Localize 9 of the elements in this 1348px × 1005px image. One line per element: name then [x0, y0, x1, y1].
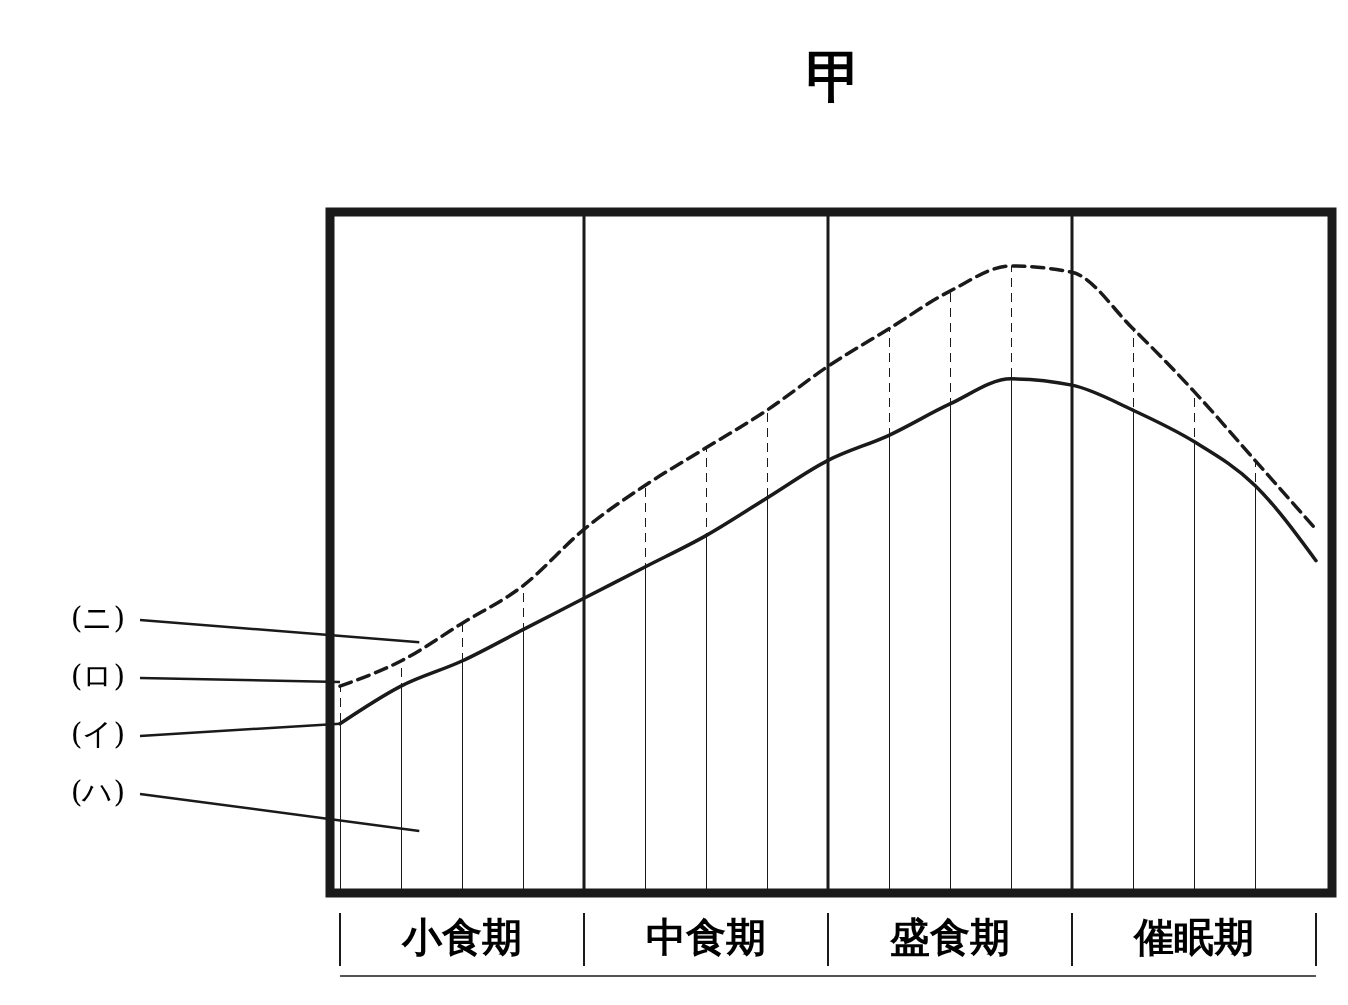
text: (ニ) — [70, 600, 126, 635]
x-tick-label: 小食期 — [401, 913, 522, 960]
text: (イ) — [70, 716, 126, 751]
x-tick-label: 中食期 — [646, 913, 766, 960]
text: (ロ) — [70, 658, 126, 693]
text: (ハ) — [70, 774, 126, 809]
x-tick-label: 催眠期 — [1132, 913, 1254, 960]
x-tick-label: 盛食期 — [889, 913, 1010, 960]
chart-title: 甲 — [806, 43, 862, 109]
